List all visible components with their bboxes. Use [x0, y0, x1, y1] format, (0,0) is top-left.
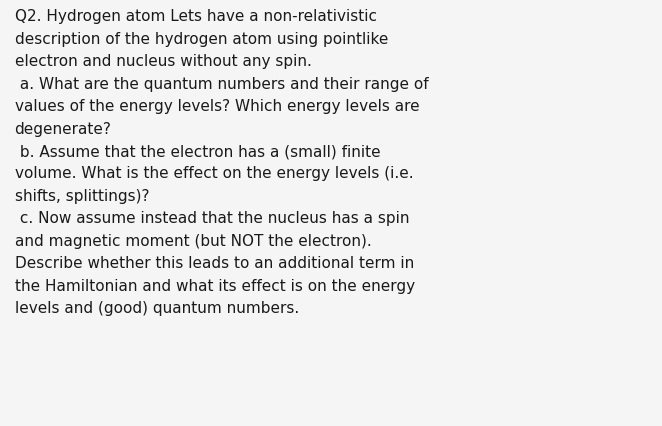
- Text: Q2. Hydrogen atom Lets have a non-relativistic
description of the hydrogen atom : Q2. Hydrogen atom Lets have a non-relati…: [15, 9, 428, 315]
